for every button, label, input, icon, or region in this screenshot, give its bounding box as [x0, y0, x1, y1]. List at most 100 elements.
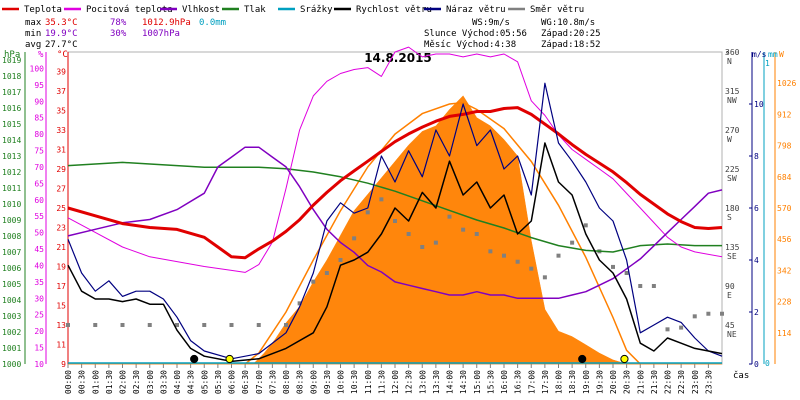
point-wind-direction-11: [324, 271, 329, 275]
tick-hpa-1015: 1015: [2, 120, 21, 129]
tick-degc-31: 31: [56, 146, 66, 155]
tick-dir-SE: SE: [727, 252, 737, 261]
tick-x-14:00: 14:00: [446, 370, 455, 394]
tick-x-04:30: 04:30: [187, 370, 196, 394]
tick-hpa-1005: 1005: [2, 280, 21, 289]
tick-x-05:30: 05:30: [214, 370, 223, 394]
tick-x-00:00: 00:00: [64, 370, 73, 394]
stats-ws: WS:9m/s: [472, 18, 510, 28]
tick-dir-N: N: [727, 57, 732, 66]
point-wind-direction-23: [488, 249, 493, 254]
tick-x-07:00: 07:00: [255, 370, 264, 394]
point-wind-direction-3: [147, 323, 152, 327]
tick-pct-75: 75: [34, 147, 44, 156]
series-tlak: [67, 161, 722, 253]
stats-value-min-1: 30%: [110, 29, 127, 39]
tick-deg-180: 180: [725, 204, 740, 213]
point-wind-direction-32: [611, 264, 615, 269]
tick-x-18:00: 18:00: [555, 370, 564, 394]
point-wind-direction-24: [502, 253, 506, 258]
tick-x-15:00: 15:00: [473, 370, 482, 394]
tick-deg-360: 360: [725, 48, 740, 57]
tick-pct-95: 95: [34, 81, 44, 90]
point-wind-direction-7: [256, 323, 261, 327]
stats-value-max-2: 1012.9hPa: [142, 18, 191, 28]
tick-hpa-1001: 1001: [2, 344, 21, 353]
tick-hpa-1004: 1004: [2, 296, 21, 305]
tick-degc-27: 27: [56, 185, 66, 194]
tick-deg-45: 45: [725, 321, 735, 330]
point-wind-direction-26: [529, 266, 534, 271]
tick-x-23:00: 23:00: [691, 370, 700, 394]
tick-x-21:30: 21:30: [650, 370, 659, 394]
tick-x-22:30: 22:30: [677, 370, 686, 394]
tick-x-07:30: 07:30: [268, 370, 277, 394]
tick-x-23:30: 23:30: [704, 370, 713, 394]
tick-wm2-342: 342: [777, 266, 792, 275]
series-pocitova: [67, 46, 723, 273]
tick-hpa-1003: 1003: [2, 312, 21, 321]
tick-x-08:30: 08:30: [296, 370, 305, 394]
point-wind-direction-9: [297, 301, 302, 306]
tick-x-11:30: 11:30: [377, 370, 386, 394]
marker-sunset: [620, 354, 629, 364]
point-wind-direction-16: [393, 219, 397, 223]
tick-x-01:00: 01:00: [91, 370, 100, 394]
axis-deg-title: °: [725, 50, 730, 59]
tick-degc-29: 29: [56, 165, 66, 174]
stats-wg: WG:10.8m/s: [541, 18, 595, 28]
tick-pct-35: 35: [34, 278, 44, 287]
point-wind-direction-5: [202, 323, 207, 327]
tick-x-01:30: 01:30: [105, 370, 114, 394]
tick-hpa-1017: 1017: [2, 88, 21, 97]
stats-value-max-1: 78%: [110, 18, 127, 28]
tick-degc-25: 25: [56, 204, 66, 213]
tick-degc-9: 9: [61, 360, 66, 369]
tick-hpa-1014: 1014: [2, 136, 21, 145]
tick-x-17:30: 17:30: [541, 370, 550, 394]
marker-moonset: [578, 354, 587, 364]
tick-mm-0: 0: [765, 359, 770, 368]
point-wind-direction-37: [679, 325, 684, 330]
tick-degc-33: 33: [56, 126, 66, 135]
point-wind-direction-27: [542, 275, 547, 280]
stats-sun-set: Západ:20:25: [541, 29, 601, 39]
tick-dir-E: E: [727, 291, 732, 300]
axis-wm2-title: W: [779, 50, 784, 59]
tick-x-08:00: 08:00: [282, 370, 291, 394]
point-wind-direction-22: [474, 232, 479, 236]
tick-hpa-1012: 1012: [2, 168, 21, 177]
tick-mm-1: 1: [765, 59, 770, 68]
tick-x-06:30: 06:30: [241, 370, 250, 394]
marker-sunrise: [225, 354, 234, 364]
tick-hpa-1008: 1008: [2, 232, 21, 241]
tick-x-11:00: 11:00: [364, 370, 373, 394]
tick-ms-4: 4: [754, 256, 759, 265]
legend-label-naraz: Náraz větru: [446, 5, 506, 15]
series-radiation-theoretical: [244, 101, 641, 365]
tick-dir-SW: SW: [727, 174, 737, 183]
stats-moon-set: Západ:18:52: [541, 40, 601, 50]
tick-pct-100: 100: [30, 64, 45, 73]
tick-pct-80: 80: [34, 130, 44, 139]
point-wind-direction-21: [461, 227, 466, 232]
tick-pct-85: 85: [34, 114, 44, 123]
tick-deg-135: 135: [725, 243, 740, 252]
point-wind-direction-18: [420, 245, 425, 249]
stats-label-avg: avg: [25, 40, 41, 50]
point-wind-direction-17: [406, 232, 411, 236]
stats-label-max: max: [25, 18, 42, 28]
tick-x-20:00: 20:00: [609, 370, 618, 394]
point-wind-direction-0: [66, 323, 70, 327]
point-wind-direction-14: [365, 210, 370, 215]
point-wind-direction-1: [93, 323, 98, 327]
tick-x-02:30: 02:30: [132, 370, 141, 394]
tick-x-10:00: 10:00: [337, 370, 346, 394]
tick-hpa-1006: 1006: [2, 264, 21, 273]
tick-x-19:00: 19:00: [582, 370, 591, 394]
tick-pct-55: 55: [34, 212, 44, 221]
stats-value-min-0: 19.9°C: [45, 29, 78, 39]
stats-value-max-3: 0.0mm: [199, 18, 226, 28]
tick-dir-NW: NW: [727, 96, 737, 105]
point-wind-direction-10: [311, 279, 316, 284]
